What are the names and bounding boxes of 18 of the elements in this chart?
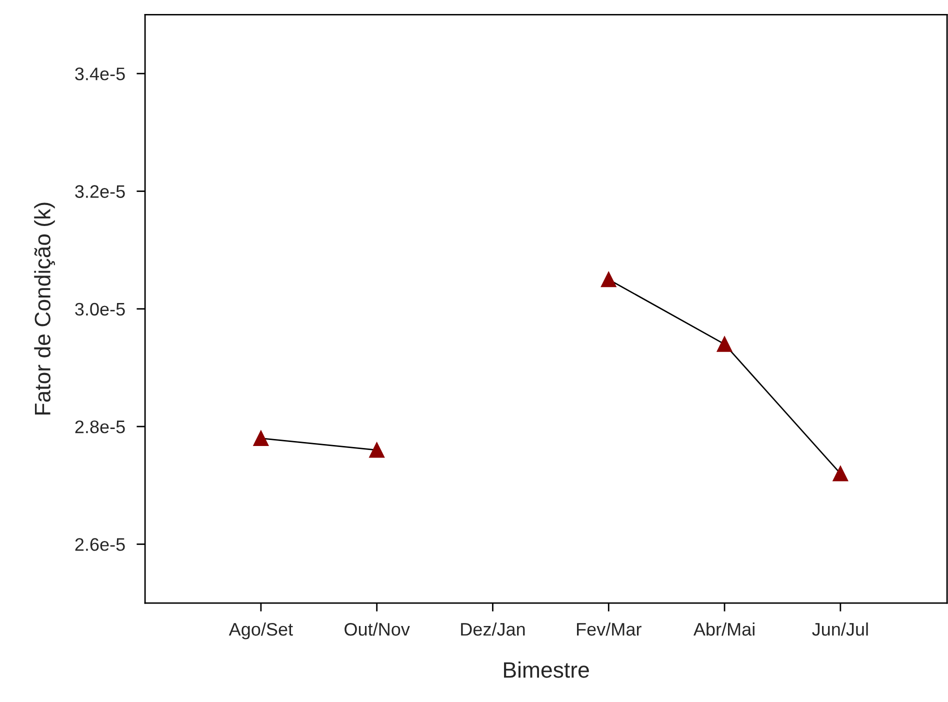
y-axis-title: Fator de Condição (k): [34, 202, 55, 415]
point: [832, 466, 848, 482]
x-axis-title: Bimestre: [504, 662, 589, 678]
y-tick-label: 3.4e-5: [75, 68, 125, 80]
y-tick-label: 3.0e-5: [75, 302, 125, 316]
point: [716, 336, 732, 352]
x-tick-label: Fev/Mar: [577, 622, 642, 636]
y-tick-label: 2.8e-5: [75, 420, 125, 434]
y-tick-label: 2.6e-5: [75, 538, 125, 551]
point: [600, 272, 616, 288]
y-tick-label: 3.2e-5: [75, 185, 125, 198]
x-tick-label: Dez/Jan: [461, 622, 525, 636]
point: [253, 430, 269, 446]
x-tick-label: Ago/Set: [228, 622, 293, 640]
x-tick-label: Jun/Jul: [812, 622, 868, 636]
x-tick-label: Abr/Mai: [693, 622, 754, 636]
point: [369, 442, 384, 458]
x-tick-label: Out/Nov: [344, 622, 410, 636]
